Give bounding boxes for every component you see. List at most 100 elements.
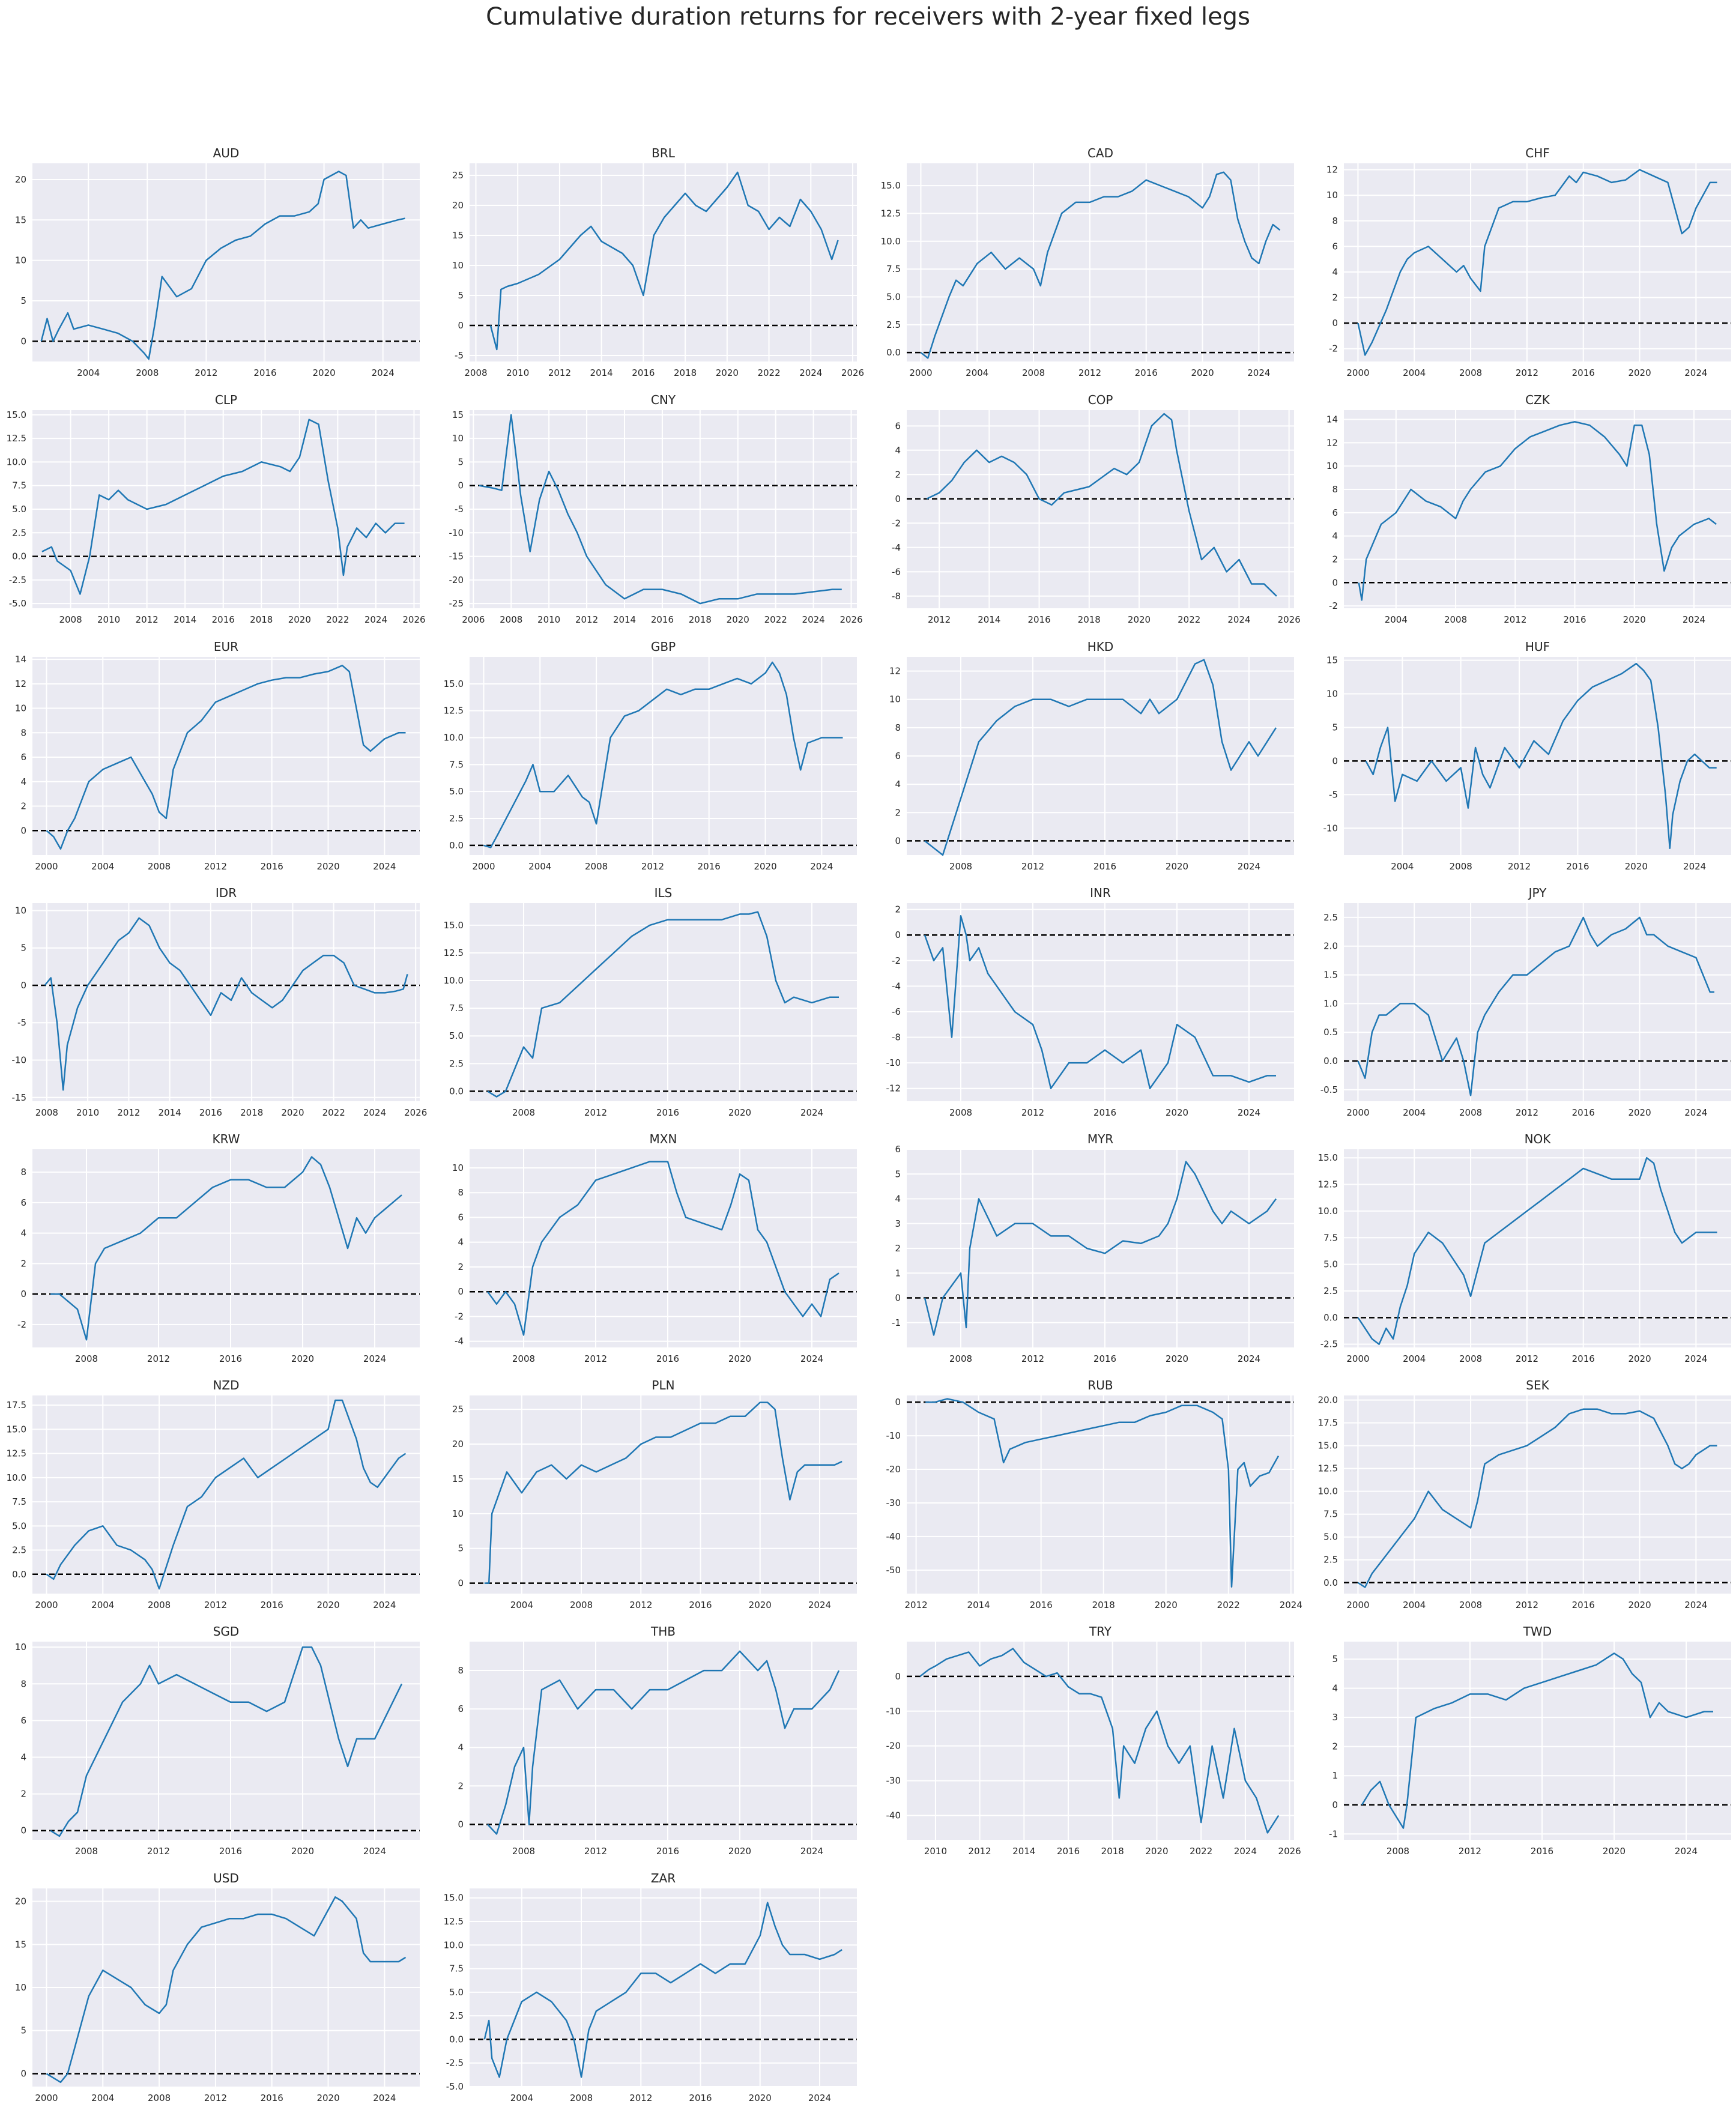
- y-tick-label: 4: [20, 1752, 26, 1763]
- y-tick-label: 2: [20, 1258, 26, 1269]
- panel-idr: 2008 2010 2012 2014 2016 2018 2020 2022 2024 2026…: [12, 886, 428, 1118]
- series-line-jpy: [1357, 916, 1714, 1096]
- series-line-clp: [41, 419, 405, 595]
- panel-aud: 2004 2008 2012 2016 2020 2024 0 5 10 15 20 AUD: [15, 146, 420, 378]
- plot-area: [32, 1395, 420, 1594]
- y-tick-label: 12.5: [7, 433, 26, 444]
- x-tick-label: 2008: [512, 1353, 535, 1364]
- y-tick-label: 2.0: [1323, 941, 1338, 952]
- y-tick-label: -40: [886, 1810, 901, 1821]
- series-line-cny: [479, 414, 842, 605]
- y-tick-label: 0: [1332, 318, 1338, 328]
- y-tick-label: -6: [892, 1006, 901, 1017]
- panel-title: USD: [213, 1871, 239, 1885]
- x-tick-label: 2012: [629, 2093, 652, 2103]
- x-tick-label: 2008: [949, 1107, 972, 1118]
- x-tick-label: 2012: [1516, 367, 1538, 378]
- x-tick-label: 2004: [1391, 861, 1414, 872]
- y-tick-label: 15: [452, 410, 464, 420]
- y-tick-label: 25: [452, 1404, 464, 1415]
- y-tick-label: 5: [895, 1168, 901, 1179]
- series-line-idr: [44, 917, 408, 1091]
- x-tick-label: 2008: [1387, 1846, 1409, 1857]
- x-tick-label: 2016: [261, 861, 283, 872]
- x-tick-label: 2024: [1684, 1353, 1707, 1364]
- x-tick-label: 2012: [548, 367, 571, 378]
- y-tick-label: 4: [458, 1237, 464, 1248]
- series-line-rub: [925, 1398, 1280, 1588]
- y-tick-label: -50: [886, 1565, 901, 1576]
- y-tick-label: 0: [458, 1819, 464, 1830]
- y-tick-label: -20: [449, 575, 464, 585]
- panel-usd: 2000 2004 2008 2012 2016 2020 2024 0 5 10 15 20 USD: [15, 1871, 420, 2103]
- x-tick-label: 2012: [1504, 614, 1526, 625]
- plot-area: [470, 163, 857, 361]
- x-tick-label: 2020: [316, 2093, 339, 2103]
- y-tick-label: 2.5: [1323, 1555, 1338, 1565]
- panel-clp: 2008 2010 2012 2014 2016 2018 2020 2022 2024 2026…: [7, 393, 426, 625]
- x-tick-label: 2016: [1057, 1846, 1080, 1857]
- x-tick-label: 2008: [35, 1107, 58, 1118]
- x-tick-label: 2012: [195, 367, 217, 378]
- y-tick-label: 0.0: [12, 551, 26, 562]
- panel-inr: 2008 2012 2016 2020 2024 -12 -10 -8 -6 -4 -2 0 2 INR: [886, 886, 1294, 1118]
- x-tick-label: 2016: [651, 614, 674, 625]
- y-tick-label: -2: [17, 1319, 26, 1330]
- panel-title: COP: [1088, 393, 1113, 407]
- y-tick-label: 2.5: [12, 1545, 26, 1556]
- y-tick-label: 2: [20, 801, 26, 812]
- y-tick-label: -10: [1323, 823, 1338, 833]
- y-tick-label: 0.0: [1323, 1577, 1338, 1588]
- x-tick-label: 2024: [810, 861, 833, 872]
- y-tick-label: 4: [1332, 1683, 1338, 1694]
- y-tick-label: 5.0: [1323, 1532, 1338, 1543]
- x-tick-label: 2020: [749, 1600, 772, 1610]
- y-tick-label: 14: [15, 654, 26, 665]
- x-tick-label: 2008: [75, 1353, 98, 1364]
- y-tick-label: 7.5: [1323, 1509, 1338, 1520]
- y-tick-label: 1: [1332, 1770, 1338, 1781]
- panel-title: MXN: [650, 1132, 677, 1146]
- y-tick-label: -10: [449, 527, 464, 538]
- x-tick-label: 2020: [1145, 1846, 1168, 1857]
- y-tick-label: 0: [458, 1578, 464, 1589]
- y-tick-label: 4: [1332, 531, 1338, 542]
- x-tick-label: 2012: [575, 614, 598, 625]
- plot-area: [1344, 1395, 1731, 1594]
- panel-title: TRY: [1089, 1624, 1112, 1639]
- y-tick-label: 15.0: [444, 920, 464, 931]
- y-tick-label: -8: [892, 591, 901, 602]
- y-tick-label: -10: [12, 1055, 27, 1066]
- y-tick-label: 12: [1326, 437, 1338, 448]
- x-tick-label: 2024: [1684, 1107, 1707, 1118]
- y-tick-label: -30: [886, 1498, 901, 1508]
- x-tick-label: 2004: [1385, 614, 1408, 625]
- y-tick-label: 2.5: [449, 1058, 464, 1069]
- x-tick-label: 2018: [1078, 614, 1101, 625]
- panel-title: EUR: [214, 639, 238, 654]
- plot-area: [907, 903, 1294, 1101]
- panel-title: ILS: [655, 886, 673, 900]
- panel-title: CAD: [1087, 146, 1113, 160]
- panel-title: HUF: [1525, 639, 1550, 654]
- y-tick-label: 20: [452, 200, 464, 211]
- series-line-hkd: [924, 659, 1277, 856]
- x-tick-label: 2008: [1459, 367, 1482, 378]
- y-tick-label: 0: [895, 1671, 901, 1682]
- y-tick-label: 20: [15, 1896, 26, 1907]
- y-tick-label: -20: [886, 1464, 901, 1475]
- y-tick-label: 8: [20, 1167, 26, 1177]
- x-tick-label: 2016: [689, 2093, 712, 2103]
- y-tick-label: 15: [15, 1939, 26, 1950]
- x-tick-label: 2012: [969, 1846, 991, 1857]
- x-tick-label: 2008: [949, 861, 972, 872]
- panel-title: SEK: [1526, 1378, 1549, 1392]
- x-tick-label: 2020: [1166, 1107, 1188, 1118]
- plot-area: [470, 657, 857, 855]
- y-tick-label: 6: [895, 751, 901, 761]
- y-tick-label: -5: [1329, 789, 1338, 800]
- panel-ils: 2008 2012 2016 2020 2024 0.0 2.5 5.0 7.5 10.0 12.5…: [444, 886, 857, 1118]
- plot-area: [470, 1395, 857, 1594]
- y-tick-label: 12.5: [7, 1448, 26, 1459]
- plot-area: [470, 1642, 857, 1840]
